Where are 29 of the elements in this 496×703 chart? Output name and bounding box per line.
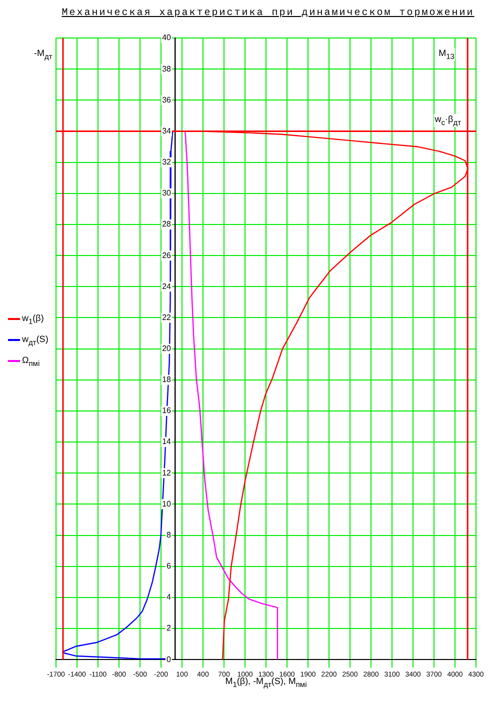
legend-label: Ω$_{пмi}$: [22, 354, 40, 368]
y-tick-label: 40: [162, 33, 172, 42]
y-tick-label: 28: [162, 220, 172, 229]
ref-line-label: -M$_{дт}$: [34, 48, 52, 61]
y-tick-label: 22: [162, 312, 172, 322]
y-tick-label: 10: [162, 499, 172, 508]
y-tick-label: 36: [162, 95, 172, 104]
y-tick-label: 38: [162, 64, 172, 74]
legend-label: w$_{дт}$(S): [22, 334, 48, 347]
y-tick-label: 24: [162, 282, 172, 291]
y-tick-label: 16: [162, 406, 172, 416]
y-tick-label: 12: [162, 468, 172, 478]
y-tick-label: 2: [166, 624, 172, 633]
y-tick-label: 30: [162, 188, 172, 198]
x-axis-title: M$_{1}$(β), -M$_{дт}$(S), M$_{пмi}$: [225, 676, 307, 688]
y-tick-label: 14: [162, 437, 172, 446]
y-tick-label: 18: [162, 375, 172, 384]
ref-line-label: w$_{c}$·β$_{дт}$: [434, 114, 461, 128]
y-tick-label: 20: [162, 344, 172, 354]
y-tick-label: 26: [162, 250, 172, 260]
y-tick-label: 0: [166, 654, 172, 664]
y-tick-label: 32: [162, 158, 172, 167]
legend-label: w$_{1}$(β): [22, 313, 44, 326]
y-tick-label: 34: [162, 126, 172, 136]
ref-line-label: M$_{13}$: [438, 48, 454, 61]
y-tick-label: 6: [166, 562, 172, 571]
chart-title: Механическая характеристика при динамическом торможении: [60, 8, 476, 19]
y-tick-label: 8: [166, 530, 172, 540]
y-tick-label: 4: [166, 592, 172, 602]
